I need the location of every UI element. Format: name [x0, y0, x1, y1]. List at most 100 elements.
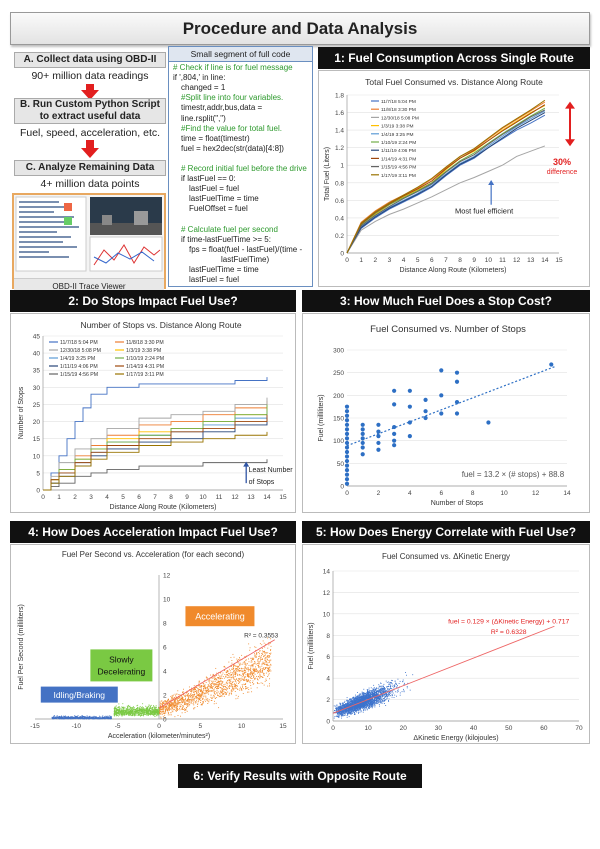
y-tick-label: 50	[337, 461, 345, 468]
data-point	[245, 667, 247, 669]
data-point	[205, 697, 207, 699]
data-point	[146, 710, 148, 712]
code-line: FuelOffset = fuel	[189, 204, 248, 214]
data-point	[264, 654, 266, 656]
data-point	[55, 716, 56, 718]
data-point	[177, 702, 178, 704]
data-point	[132, 706, 134, 708]
data-point	[259, 676, 261, 678]
data-point	[202, 701, 203, 703]
data-point	[203, 685, 205, 687]
data-point	[230, 674, 232, 676]
data-point	[184, 709, 186, 711]
data-point	[241, 670, 243, 672]
data-point	[388, 695, 389, 697]
data-point	[240, 675, 242, 676]
data-point	[222, 676, 224, 678]
data-point	[189, 700, 190, 702]
data-point	[189, 689, 191, 690]
data-point	[367, 693, 369, 695]
data-point	[231, 689, 233, 691]
data-point	[74, 715, 76, 717]
chart-title: Number of Stops vs. Distance Along Route	[80, 320, 241, 330]
data-point	[231, 672, 233, 674]
data-point	[182, 699, 184, 701]
data-point	[390, 682, 392, 684]
data-point	[216, 687, 217, 689]
data-point	[388, 698, 390, 700]
data-point	[135, 710, 136, 712]
data-point	[227, 688, 228, 690]
data-point	[382, 700, 384, 702]
x-tick-label: 14	[263, 494, 271, 501]
data-point	[201, 685, 203, 687]
data-point	[213, 691, 215, 693]
data-point	[56, 717, 58, 719]
data-point	[143, 708, 145, 710]
data-point	[183, 699, 185, 701]
y-tick-label: 0	[36, 488, 40, 495]
data-point	[351, 698, 353, 700]
data-point	[193, 688, 195, 690]
data-point	[149, 714, 151, 716]
data-point	[153, 710, 155, 712]
data-point	[192, 690, 194, 692]
x-tick-label: 15	[279, 723, 287, 730]
data-point	[195, 686, 197, 688]
fuel-energy-chart: Fuel Consumed vs. ΔKinetic Energy0246810…	[308, 552, 583, 742]
data-point	[225, 686, 227, 688]
data-point	[333, 705, 335, 707]
data-point	[121, 710, 123, 712]
x-tick-label: 20	[400, 725, 408, 732]
data-point	[392, 402, 397, 407]
data-point	[103, 718, 105, 719]
x-tick-label: 10	[501, 490, 509, 497]
data-point	[190, 693, 192, 695]
data-point	[153, 713, 155, 715]
data-point	[158, 708, 160, 710]
data-point	[211, 684, 212, 686]
data-point	[162, 706, 164, 708]
data-point	[199, 695, 201, 697]
data-point	[126, 711, 128, 713]
data-point	[250, 671, 252, 673]
data-point	[344, 413, 350, 418]
data-point	[173, 705, 175, 707]
data-point	[146, 708, 148, 710]
data-point	[91, 717, 93, 719]
data-point	[170, 702, 172, 703]
data-point	[187, 701, 189, 703]
data-point	[253, 658, 255, 660]
data-point	[100, 717, 102, 719]
data-point	[216, 692, 218, 694]
data-point	[216, 685, 218, 687]
data-point	[141, 713, 143, 715]
data-point	[195, 687, 197, 689]
data-point	[117, 711, 119, 713]
data-point	[114, 708, 116, 710]
data-point	[172, 694, 174, 696]
data-point	[263, 662, 265, 664]
data-point	[388, 695, 390, 697]
data-point	[149, 705, 151, 707]
data-point	[216, 681, 218, 683]
data-point	[180, 698, 182, 700]
data-point	[366, 689, 368, 690]
data-point	[258, 665, 260, 666]
data-point	[229, 675, 231, 677]
data-point	[335, 708, 337, 710]
data-point	[160, 717, 162, 719]
data-point	[244, 662, 246, 664]
data-point	[123, 709, 125, 711]
data-point	[169, 705, 171, 707]
data-point	[155, 706, 157, 708]
data-point	[122, 706, 124, 708]
data-point	[246, 663, 248, 665]
x-tick-label: 30	[435, 725, 443, 732]
data-point	[375, 700, 377, 701]
data-point	[180, 702, 182, 704]
data-point	[217, 695, 218, 696]
data-point	[190, 691, 192, 693]
data-point	[201, 688, 202, 690]
data-point	[199, 689, 201, 691]
